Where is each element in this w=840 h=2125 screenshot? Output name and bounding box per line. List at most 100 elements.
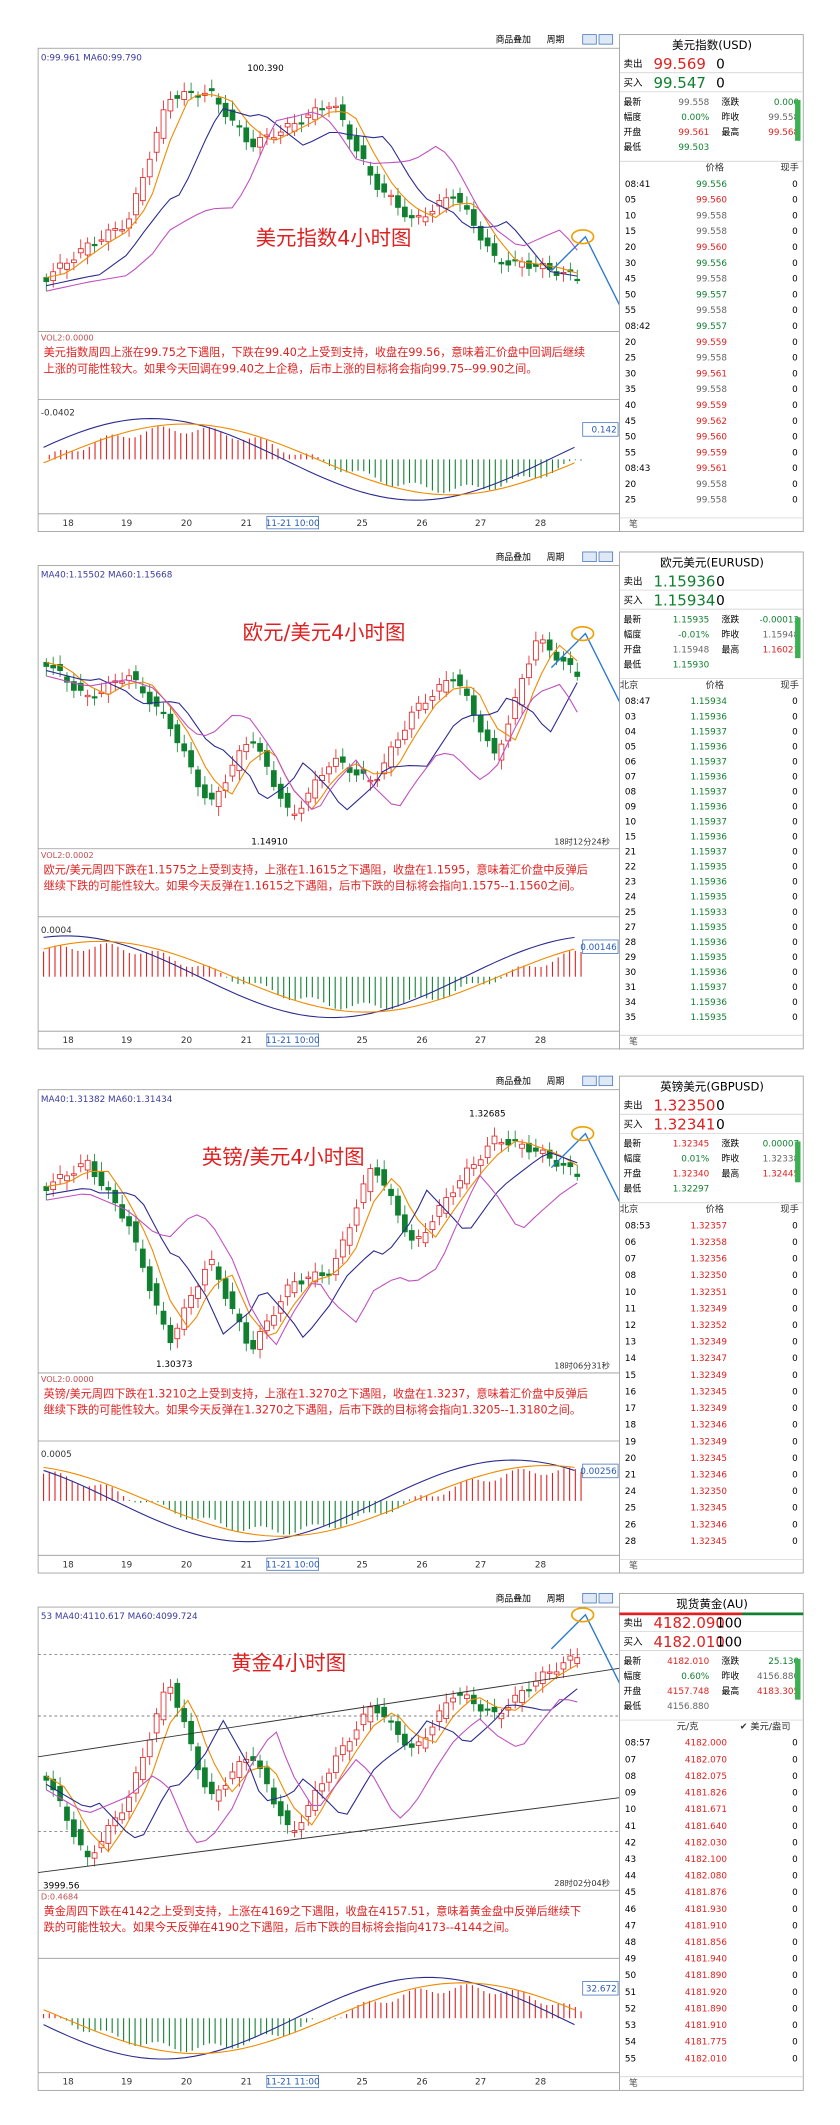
toolbar-button[interactable]: 商品叠加 (496, 1075, 531, 1087)
quote-stat-value: 99.561 (678, 128, 709, 138)
tick-price: 1.15936 (690, 998, 727, 1008)
tick-time: 08:57 (625, 1739, 650, 1749)
quote-volume: 0 (716, 593, 725, 609)
decor-channel (38, 1797, 620, 1874)
toolbar-button[interactable]: 周期 (547, 1593, 565, 1604)
tick-time: 55 (625, 2054, 636, 2064)
quote-label: 卖出 (624, 575, 643, 587)
decor-candle-body (484, 729, 491, 742)
price-label: 1.14910 (251, 837, 288, 847)
quote-stat-value: 1.32340 (673, 1170, 710, 1180)
decor-candle-body (270, 1315, 277, 1326)
quote-stat-label: 最低 (624, 1183, 642, 1195)
decor-candle-body (505, 1138, 512, 1146)
toolbar-button[interactable]: 商品叠加 (496, 1592, 531, 1604)
tick-price: 4182.080 (685, 1872, 728, 1882)
toolbar-icon[interactable] (582, 1075, 597, 1087)
tick-time: 08 (625, 1271, 637, 1281)
quote-stat-label: 开盘 (624, 1685, 642, 1697)
tick-price: 1.15936 (690, 772, 727, 782)
decor-candle-body (505, 260, 512, 266)
decor-candle-body (195, 1286, 201, 1299)
toolbar-button[interactable]: 商品叠加 (496, 34, 531, 46)
tick-volume: 0 (792, 923, 798, 933)
quote-stat-value: 99.558 (768, 113, 799, 123)
quote-label: 卖出 (624, 58, 643, 70)
tick-price: 1.15936 (690, 938, 727, 948)
toolbar-icon[interactable] (598, 551, 614, 562)
tick-volume: 0 (792, 742, 798, 752)
tick-time: 26 (625, 1520, 637, 1530)
decor-candle-body (450, 679, 456, 682)
toolbar-icon[interactable] (582, 1593, 597, 1604)
quote-stat-value: 1.32445 (763, 1170, 800, 1180)
tick-price: 99.559 (696, 401, 727, 411)
quote-stat-value: 4182.010 (667, 1657, 710, 1667)
tick-price: 99.561 (696, 369, 727, 379)
quote-price: 99.569 (653, 55, 705, 73)
quote-stat-label: 幅度 (624, 111, 642, 123)
x-axis-label: 18 (62, 519, 74, 529)
tick-volume: 0 (792, 1487, 798, 1497)
toolbar-button[interactable]: 周期 (547, 35, 565, 46)
tick-time: 43 (625, 1855, 636, 1865)
x-axis-label: 19 (121, 1036, 132, 1046)
decor-candle-body (133, 1772, 139, 1794)
quote-stat-label: 最高 (722, 126, 740, 138)
decor-candle-body (119, 1204, 125, 1219)
tick-time: 09 (625, 803, 636, 813)
decor-candle-body (388, 1720, 394, 1723)
toolbar-icon[interactable] (598, 1593, 614, 1604)
x-axis-label: 26 (416, 1560, 428, 1570)
commentary-box: 黄金周四下跌在4142之上受到支持，上涨在4169之下遇阻，收盘在4157.51… (44, 1904, 582, 1934)
quote-stat-label: 开盘 (624, 126, 642, 138)
decor-candle-body (208, 1259, 215, 1266)
tick-time: 34 (625, 998, 637, 1008)
toolbar-icon[interactable] (582, 551, 597, 562)
tick-time: 20 (625, 1454, 637, 1464)
decor-ma-line (46, 1698, 578, 1844)
tick-volume: 0 (792, 227, 798, 237)
decor-candle-body (139, 1756, 146, 1781)
decor-ma-line (46, 107, 578, 287)
decor-candle-body (174, 95, 181, 99)
decor-candle-body (422, 702, 429, 710)
toolbar-icon[interactable] (598, 34, 614, 45)
decor-candle-body (146, 691, 153, 705)
macd-value-box (582, 939, 619, 954)
tick-volume: 0 (792, 1921, 798, 1931)
tick-volume: 0 (792, 787, 798, 797)
decor-candle-body (208, 792, 215, 800)
quote-stat-value: 1.15935 (673, 616, 710, 626)
quote-header: 北京 (620, 1203, 638, 1215)
quote-stat-value: -0.01% (678, 631, 709, 641)
toolbar-button[interactable]: 商品叠加 (496, 551, 531, 563)
decor-candle-body (119, 681, 125, 684)
tick-price: 99.561 (696, 464, 727, 474)
tick-price: 1.32350 (690, 1271, 727, 1281)
quote-label: 买入 (624, 1637, 644, 1648)
decor-candle-body (298, 1280, 305, 1285)
toolbar-icon[interactable] (598, 1075, 614, 1087)
toolbar-icon[interactable] (582, 34, 597, 45)
tick-time: 46 (625, 1905, 637, 1915)
tick-price: 4181.930 (685, 1905, 728, 1915)
tick-time: 08 (625, 1772, 637, 1782)
tick-time: 35 (625, 385, 636, 395)
tick-price: 99.557 (696, 290, 727, 300)
tick-volume: 0 (792, 401, 798, 411)
tick-volume: 0 (792, 1454, 798, 1464)
tick-price: 1.15937 (690, 848, 727, 858)
toolbar-button[interactable]: 周期 (547, 1076, 565, 1087)
decor-candle-body (546, 1671, 553, 1674)
tick-price: 1.32345 (690, 1504, 727, 1514)
quote-stat-label: 最新 (624, 96, 642, 108)
toolbar-button[interactable]: 周期 (547, 552, 565, 563)
decor-candle-body (188, 90, 194, 94)
decor-candle-body (77, 682, 84, 691)
x-axis-label: 11-21 11:00 (266, 2078, 320, 2088)
tick-time: 40 (625, 401, 637, 411)
tick-volume: 0 (792, 712, 798, 722)
decor-candle-body (98, 1171, 105, 1187)
tick-price: 99.558 (696, 211, 727, 221)
